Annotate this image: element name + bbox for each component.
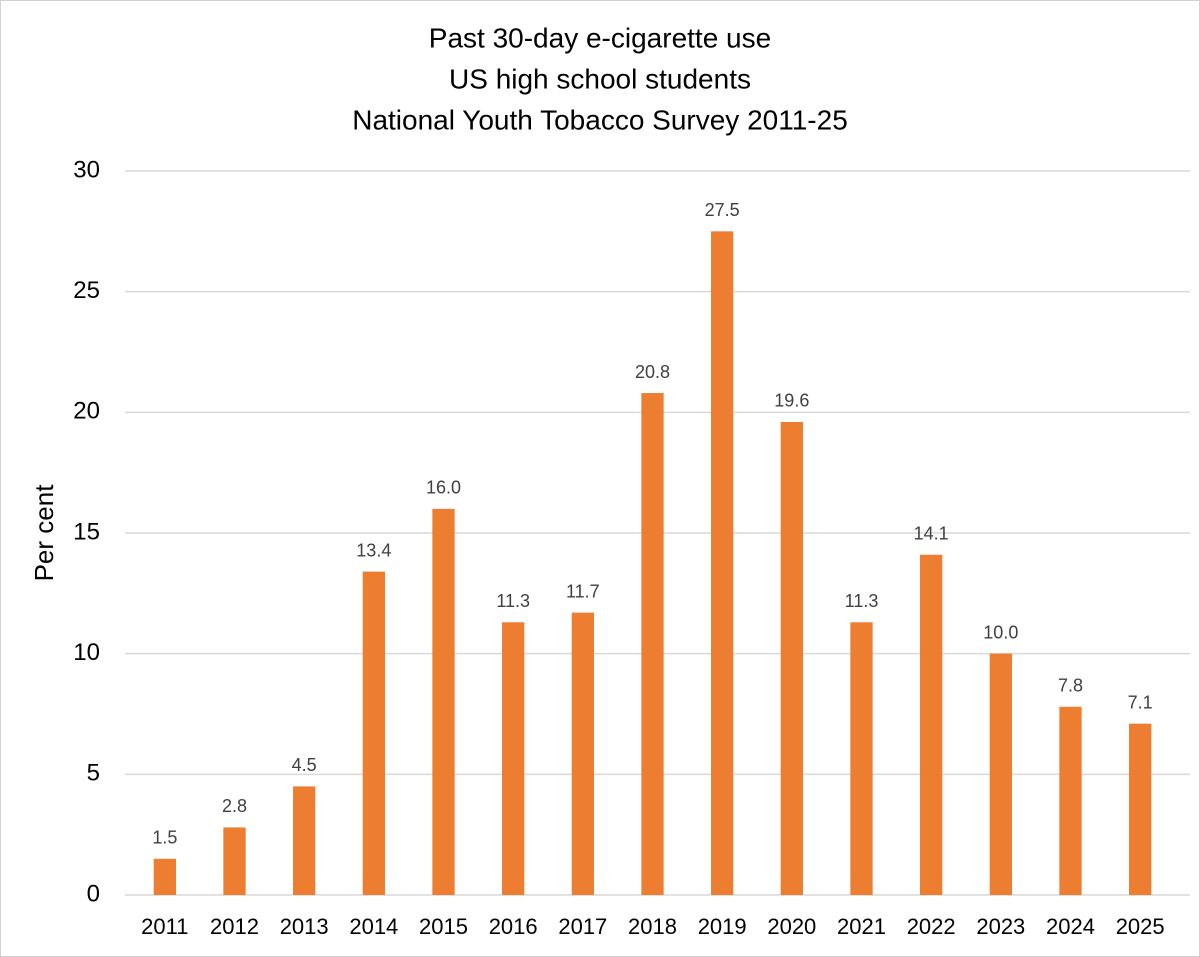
data-label: 19.6 [774,391,809,411]
data-label: 2.8 [222,796,247,816]
bar [223,827,246,895]
bar [711,231,734,896]
x-tick-label: 2020 [767,914,816,939]
x-tick-label: 2015 [419,914,468,939]
data-label: 20.8 [635,362,670,382]
y-tick-label: 30 [73,156,100,183]
chart-title: Past 30-day e-cigarette use [429,22,771,53]
bar [641,393,664,895]
bar [920,554,943,895]
bar [293,786,316,895]
bar [432,508,455,895]
x-tick-label: 2025 [1116,914,1165,939]
y-tick-label: 15 [73,518,100,545]
data-label: 7.8 [1058,676,1083,696]
data-label: 16.0 [426,478,461,498]
data-label: 1.5 [152,828,177,848]
chart-title: US high school students [449,63,751,94]
x-tick-label: 2022 [907,914,956,939]
y-tick-label: 25 [73,277,100,304]
x-tick-label: 2021 [837,914,886,939]
chart-title: National Youth Tobacco Survey 2011-25 [352,104,848,135]
x-tick-label: 2024 [1046,914,1095,939]
x-tick-label: 2011 [141,914,188,939]
y-tick-label: 0 [87,880,100,907]
x-tick-label: 2016 [489,914,538,939]
data-label: 7.1 [1128,692,1153,712]
bar [780,421,803,895]
data-label: 14.1 [914,523,949,543]
bar [153,858,176,895]
bar [1059,706,1082,895]
x-tick-label: 2012 [210,914,259,939]
x-tick-label: 2018 [628,914,677,939]
x-tick-label: 2019 [698,914,747,939]
y-tick-label: 10 [73,639,100,666]
bar [1129,723,1152,895]
x-tick-label: 2013 [280,914,329,939]
bar [989,653,1012,895]
data-label: 10.0 [983,622,1018,642]
data-label: 11.3 [845,591,879,611]
data-label: 13.4 [356,540,391,560]
y-axis-label: Per cent [29,484,59,582]
data-label: 4.5 [292,755,317,775]
bar [362,571,385,895]
y-tick-label: 5 [87,760,100,787]
bar [571,612,594,895]
data-label: 27.5 [705,200,740,220]
x-tick-label: 2017 [558,914,607,939]
data-label: 11.3 [496,591,530,611]
data-label: 11.7 [566,581,600,601]
bar [502,622,525,895]
bar [850,622,873,895]
y-tick-label: 20 [73,398,100,425]
x-tick-label: 2014 [349,914,398,939]
x-tick-label: 2023 [976,914,1025,939]
